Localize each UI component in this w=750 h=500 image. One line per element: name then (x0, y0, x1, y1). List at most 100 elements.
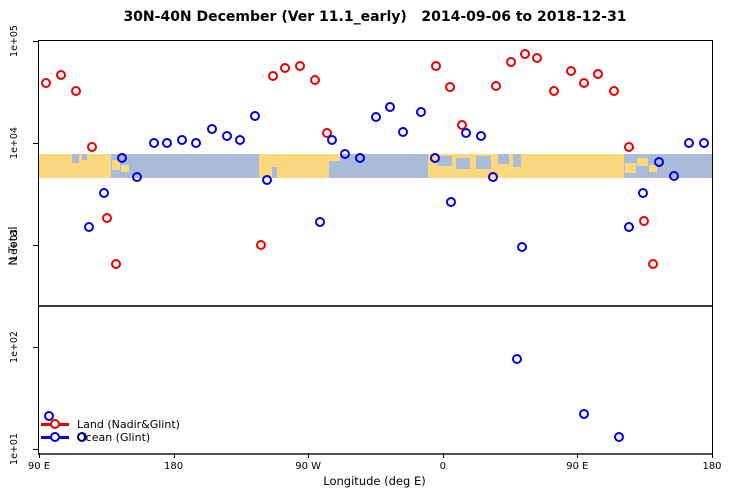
land-data-point (111, 258, 122, 269)
x-tick-label: 90 E (566, 461, 589, 472)
ocean-data-point (637, 187, 648, 198)
x-tick-label: 0 (439, 461, 446, 472)
land-data-point (609, 85, 620, 96)
land-data-point (531, 53, 542, 64)
ocean-data-point (398, 126, 409, 137)
land-segment (258, 154, 330, 179)
land-data-point (549, 85, 560, 96)
x-tick-mark (308, 453, 310, 458)
y-tick-label: 1e+05 (9, 25, 20, 57)
land-data-point (565, 66, 576, 77)
land-data-point (310, 74, 321, 85)
y-tick-mark (33, 347, 38, 348)
y-tick-label: 1e+03 (9, 229, 20, 261)
x-tick-label: 90 W (295, 461, 322, 472)
land-data-point (444, 82, 455, 92)
land-data-point (592, 68, 603, 79)
ocean-data-point (684, 137, 695, 148)
sea-patch (513, 154, 521, 168)
x-tick-label: 180 (164, 461, 184, 472)
x-tick-mark (712, 453, 713, 458)
ocean-data-point (76, 431, 87, 442)
ocean-data-point (262, 174, 273, 185)
land-data-point (624, 141, 635, 152)
land-data-point (648, 258, 659, 269)
legend-label-ocean: Ocean (Glint) (77, 431, 151, 444)
land-data-point (491, 80, 502, 91)
ocean-data-point (206, 123, 217, 134)
ocean-data-point (250, 111, 261, 122)
ocean-data-point (516, 241, 527, 252)
world-map-band (39, 154, 712, 179)
ocean-data-point (579, 408, 590, 419)
land-data-point (70, 85, 81, 96)
land-data-point (579, 78, 590, 89)
x-tick-label: 180 (702, 461, 722, 472)
y-tick-mark (33, 449, 38, 450)
ocean-data-point (314, 216, 325, 227)
sea-patch (498, 154, 509, 164)
ocean-data-point (654, 156, 665, 167)
ocean-data-point (326, 135, 337, 146)
reference-line (39, 304, 712, 307)
x-tick-mark (173, 453, 175, 458)
land-data-point (268, 70, 279, 81)
ocean-data-point (177, 134, 188, 145)
island-patch (649, 164, 657, 173)
ocean-legend-circle-icon (50, 432, 60, 442)
ocean-data-point (429, 153, 440, 164)
ocean-data-point (699, 137, 710, 148)
land-data-point (280, 62, 291, 73)
ocean-data-point (371, 112, 382, 123)
ocean-data-point (669, 170, 680, 181)
ocean-data-point (84, 221, 95, 232)
y-tick-mark (33, 143, 38, 144)
island-patch (625, 162, 636, 174)
ocean-data-point (132, 171, 143, 182)
ocean-data-point (384, 101, 395, 112)
y-tick-label: 1e+02 (9, 331, 20, 363)
ocean-data-point (235, 134, 246, 145)
sea-patch (475, 156, 491, 169)
legend-label-land: Land (Nadir&Glint) (77, 418, 180, 431)
x-tick-mark (442, 453, 444, 458)
x-tick-mark (39, 453, 40, 458)
ocean-data-point (416, 106, 427, 117)
sea-patch (456, 157, 470, 169)
land-data-point (295, 61, 306, 72)
land-data-point (102, 213, 113, 224)
x-tick-mark (577, 453, 579, 458)
y-tick-mark (33, 41, 38, 42)
land-data-point (40, 78, 51, 89)
island-patch (121, 164, 129, 173)
ocean-data-point (221, 131, 232, 142)
ocean-data-point (162, 137, 173, 148)
sea-patch (438, 156, 452, 167)
land-data-point (639, 215, 650, 226)
y-tick-label: 1e+04 (9, 127, 20, 159)
ocean-data-point (99, 187, 110, 198)
land-data-point (256, 240, 267, 251)
ocean-data-point (446, 197, 457, 208)
ocean-data-point (613, 431, 624, 442)
ocean-data-point (355, 153, 366, 164)
chart-title: 30N-40N December (Ver 11.1_early) 2014-0… (123, 9, 627, 25)
land-data-point (431, 61, 442, 72)
ocean-data-point (148, 137, 159, 148)
land-data-point (519, 49, 530, 60)
x-axis-title: Longitude (deg E) (323, 474, 426, 488)
sea-patch (82, 154, 87, 161)
land-legend-circle-icon (50, 419, 60, 429)
ocean-data-point (512, 353, 523, 364)
ocean-data-point (476, 130, 487, 141)
y-tick-label: 1e+01 (9, 433, 20, 465)
sea-patch (71, 154, 80, 163)
island-patch (329, 154, 340, 162)
island-patch (637, 157, 648, 167)
sea-patch (272, 167, 277, 179)
x-tick-label: 90 E (27, 461, 51, 472)
land-data-point (87, 141, 98, 152)
land-data-point (55, 69, 66, 80)
ocean-data-point (461, 127, 472, 138)
ocean-data-point (43, 410, 54, 421)
